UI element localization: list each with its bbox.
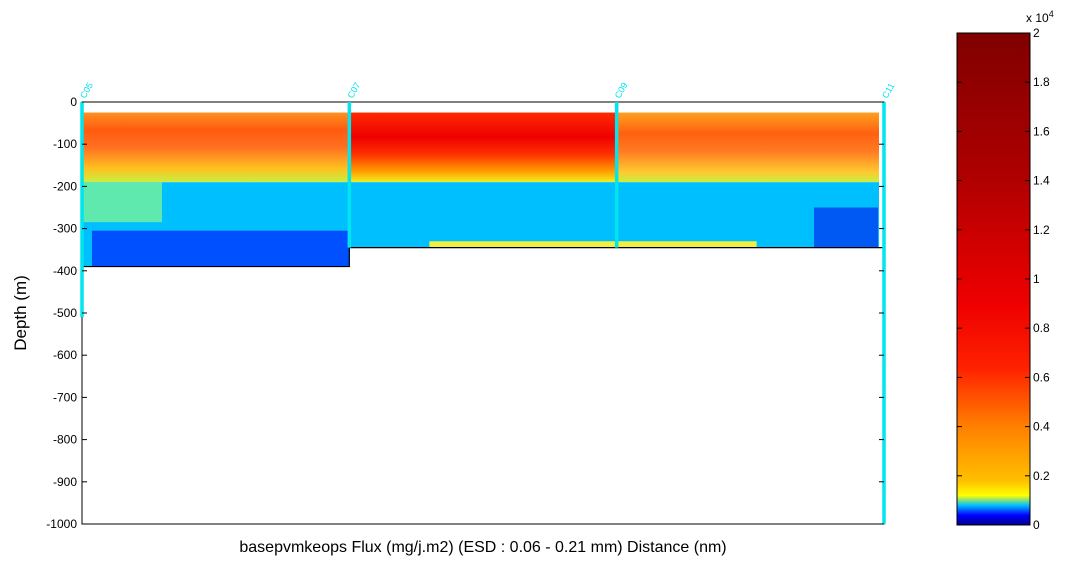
colorbar-tick-label: 0 <box>1033 518 1040 532</box>
layer-lower-c11-blue <box>814 207 878 248</box>
colorbar-ticks: 0 0.2 0.4 0.6 0.8 1 1.2 1.4 1.6 1.8 2 <box>957 26 1050 532</box>
x-axis-title: basepvmkeops Flux (mg/j.m2) (ESD : 0.06 … <box>239 539 726 556</box>
colorbar-tick-label: 0.8 <box>1033 321 1050 335</box>
layer-upper-c07-c09 <box>349 112 617 183</box>
layer-lower-c07-c11 <box>349 182 879 248</box>
y-tick-label: -700 <box>53 390 77 404</box>
layer-lower-deep-blue <box>92 230 350 267</box>
y-tick-label: 0 <box>70 95 77 109</box>
colorbar-exponent-base: x 10 <box>1026 11 1049 25</box>
station-label-c05: C05 <box>78 81 95 100</box>
colorbar <box>956 32 1031 526</box>
y-tick-label: -800 <box>53 433 77 447</box>
layer-lower-yellow-band <box>429 241 757 248</box>
colorbar-tick-label: 2 <box>1033 26 1040 40</box>
colorbar-tick-label: 1.6 <box>1033 124 1050 138</box>
y-tick-label: -500 <box>53 306 77 320</box>
colorbar-tick-label: 0.2 <box>1033 469 1050 483</box>
colorbar-tick-label: 0.4 <box>1033 420 1050 434</box>
y-tick-label: -400 <box>53 264 77 278</box>
station-label-c09: C09 <box>613 81 630 100</box>
y-axis: 0 -100 -200 -300 -400 -500 -600 -700 -800 -900 -10… <box>46 95 884 531</box>
station-label-c11: C11 <box>880 81 897 100</box>
colorbar-tick-label: 0.6 <box>1033 370 1050 384</box>
colorbar-tick-label: 1.8 <box>1033 75 1050 89</box>
station-label-c07: C07 <box>345 81 362 100</box>
y-tick-label: -600 <box>53 348 77 362</box>
y-tick-label: -100 <box>53 137 77 151</box>
y-tick-label: -1000 <box>46 517 77 531</box>
y-tick-label: -200 <box>53 179 77 193</box>
y-tick-label: -300 <box>53 222 77 236</box>
layer-lower-green-patch <box>82 182 162 223</box>
layer-upper-c09-c11 <box>616 112 879 183</box>
layer-upper-c05-c07 <box>82 112 350 183</box>
section-fill: C05 C07 C09 C11 <box>78 81 897 524</box>
colorbar-exponent: x 104 <box>1026 9 1054 25</box>
colorbar-tick-label: 1.2 <box>1033 223 1050 237</box>
colorbar-exponent-power: 4 <box>1049 9 1054 19</box>
colorbar-tick-label: 1.4 <box>1033 174 1050 188</box>
colorbar-tick-label: 1 <box>1033 272 1040 286</box>
y-axis-title: Depth (m) <box>11 275 30 351</box>
y-tick-label: -900 <box>53 475 77 489</box>
